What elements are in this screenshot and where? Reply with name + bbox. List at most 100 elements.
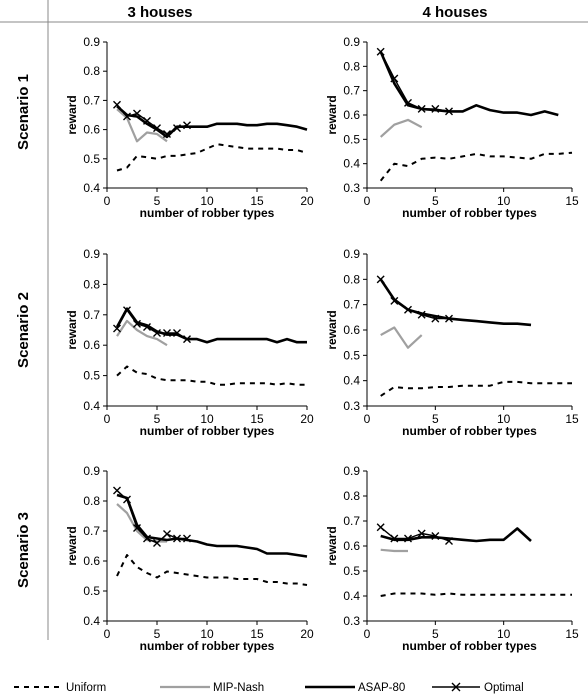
panel-r3-c2-x-tick-label-2: 10 <box>497 627 511 641</box>
panel-r2-c1-x-tick-label-0: 0 <box>104 412 111 426</box>
panel-r1-c2-y-tick-label-0: 0.3 <box>343 181 360 195</box>
panel-r2-c2-x-axis-label: number of robber types <box>402 424 537 438</box>
panel-r3-c1-series-mip-nash-line <box>116 503 167 543</box>
panel-r2-c1-series-optimal-marker-0 <box>113 324 121 333</box>
panel-r2-c2-y-tick-label-3: 0.6 <box>343 323 360 337</box>
panel-r2-c1-series-optimal-marker-6 <box>173 329 181 338</box>
panel-r3-c2-x-tick-label-3: 15 <box>565 627 579 641</box>
panel-r3-c2-series-optimal-marker-5 <box>445 537 453 545</box>
panel-r2-c1-series-optimal-marker-2 <box>133 319 141 328</box>
panel-r3-c2-x-tick-label-1: 5 <box>432 627 439 641</box>
panel-r1-c1: 0.4 0.5 0.6 0.7 0.8 0.9 0 5 10 15 20 number of robb… <box>65 35 314 220</box>
panel-r3-c2-series-optimal-marker-0 <box>376 523 385 532</box>
panel-r2-c1-x-tick-label-1: 5 <box>154 412 161 426</box>
panel-r3-c2-y-tick-label-1: 0.4 <box>343 589 360 603</box>
panel-r1-c2-y-tick-label-5: 0.8 <box>343 59 360 73</box>
panel-r3-c1-y-tick-label-3: 0.7 <box>83 524 100 538</box>
panel-r1-c2-series-optimal-line <box>380 51 450 113</box>
panel-r1-c1-series-mip-nash-line <box>116 108 168 143</box>
panel-r3-c1-series-optimal-marker-5 <box>163 530 171 538</box>
panel-r3-c1-x-tick-label-0: 0 <box>104 627 111 641</box>
panel-r2-c2-series-optimal-marker-2 <box>404 305 412 314</box>
panel-r2-c1-y-tick-label-0: 0.4 <box>83 399 100 413</box>
panel-r1-c1-series-optimal-marker-1 <box>123 112 131 121</box>
panel-r2-c1-series-mip-nash-line <box>116 319 168 347</box>
panel-r2-c2: 0.3 0.4 0.5 0.6 0.7 0.8 0.9 0 5 10 15 number of rob… <box>325 247 579 438</box>
panel-r3-c2-series-optimal-marker-1 <box>390 534 399 543</box>
panel-r2-c2-y-tick-label-6: 0.9 <box>343 247 360 261</box>
panel-r2-c2-series-optimal-marker-5 <box>445 314 453 323</box>
panel-r3-c1-y-tick-label-0: 0.4 <box>83 614 100 628</box>
panel-r3-c1-y-tick-label-5: 0.9 <box>83 464 100 478</box>
panel-r2-c1-x-tick-label-2: 10 <box>200 412 214 426</box>
panel-r2-c2-y-tick-label-5: 0.8 <box>343 272 360 286</box>
panel-r3-c2-series-mip-nash-line <box>380 548 408 553</box>
panel-r1-c1-y-tick-label-3: 0.7 <box>83 93 100 107</box>
panel-r3-c1-x-tick-label-4: 20 <box>300 627 314 641</box>
panel-r1-c1-x-tick-label-1: 5 <box>154 194 161 208</box>
panel-r2-c1-series-optimal-marker-5 <box>163 329 171 338</box>
panel-r1-c2-y-tick-label-3: 0.6 <box>343 108 360 122</box>
panel-r2-c2-y-axis-label: reward <box>325 310 339 349</box>
panel-r2-c2-x-tick-label-1: 5 <box>432 412 439 426</box>
panel-r1-c2-y-tick-label-1: 0.4 <box>343 157 360 171</box>
panel-r2-c2-x-tick-label-2: 10 <box>497 412 511 426</box>
panel-r1-c1-y-axis-label: reward <box>65 95 79 134</box>
panel-r2-c2-series-optimal-marker-1 <box>390 296 399 305</box>
panel-r1-c2-x-tick-label-2: 10 <box>497 194 511 208</box>
legend-item-asap-80: ASAP-80 <box>305 682 405 694</box>
panel-r2-c2-x-tick-label-0: 0 <box>364 412 371 426</box>
legend-label-optimal: Optimal <box>484 682 524 694</box>
panel-r2-c2-y-tick-label-1: 0.4 <box>343 374 360 388</box>
panel-r2-c1-y-tick-label-2: 0.6 <box>83 338 100 352</box>
panel-r3-c2-y-axis-label: reward <box>325 526 339 565</box>
panel-r3-c1-x-axis-label: number of robber types <box>140 639 275 653</box>
panel-r1-c2-y-tick-label-2: 0.5 <box>343 132 360 146</box>
panel-r3-c2-y-tick-label-0: 0.3 <box>343 614 360 628</box>
panel-r1-c1-series-asap-80-line <box>116 105 308 139</box>
panel-r2-c1-x-tick-label-4: 20 <box>300 412 314 426</box>
panel-r1-c1-series-uniform-line <box>116 143 308 172</box>
panel-r3-c2-series-uniform-line <box>380 592 572 597</box>
panel-r3-c2-y-tick-label-5: 0.8 <box>343 489 360 503</box>
panel-r2-c1-y-tick-label-4: 0.8 <box>83 277 100 291</box>
panel-r2-c1-y-axis-label: reward <box>65 310 79 349</box>
legend-item-optimal: Optimal <box>432 682 524 694</box>
panel-r3-c1-series-optimal-marker-7 <box>183 534 191 543</box>
panel-r1-c1-y-tick-label-1: 0.5 <box>83 152 100 166</box>
panel-r3-c1-series-optimal-marker-4 <box>153 539 161 547</box>
panel-r3-c2-y-tick-label-3: 0.6 <box>343 539 360 553</box>
panel-r1-c2-series-optimal-marker-5 <box>445 107 453 116</box>
panel-r1-c1-series-optimal-marker-5 <box>163 129 171 138</box>
panel-r1-c2-series-asap-80-line <box>379 51 559 117</box>
panel-r2-c1: 0.4 0.5 0.6 0.7 0.8 0.9 0 5 10 15 20 number of robb… <box>65 247 314 438</box>
column-title-3-houses: 3 houses <box>127 4 192 21</box>
panel-r2-c2-y-tick-label-4: 0.7 <box>343 298 360 312</box>
row-title-scenario-3: Scenario 3 <box>15 512 32 588</box>
panel-r2-c2-series-optimal-marker-0 <box>376 275 385 284</box>
panel-r3-c2-series-optimal-marker-4 <box>431 532 440 540</box>
panel-r1-c1-x-tick-label-3: 15 <box>250 194 264 208</box>
panel-r1-c2-x-tick-label-3: 15 <box>565 194 579 208</box>
row-title-scenario-2: Scenario 2 <box>15 292 32 368</box>
panel-r2-c2-series-mip-nash-line <box>380 326 423 349</box>
legend-label-uniform: Uniform <box>66 682 106 694</box>
panel-r1-c2-x-tick-label-0: 0 <box>364 194 371 208</box>
panel-r1-c2-series-optimal-marker-4 <box>431 104 440 113</box>
panel-r3-c2-y-tick-label-4: 0.7 <box>343 514 360 528</box>
panel-r3-c1-y-tick-label-4: 0.8 <box>83 494 100 508</box>
panel-r2-c1-y-tick-label-1: 0.5 <box>83 369 100 383</box>
panel-r2-c1-series-optimal-marker-7 <box>183 335 191 344</box>
panel-r1-c1-y-tick-label-0: 0.4 <box>83 181 100 195</box>
panel-r3-c1-series-optimal-marker-1 <box>123 495 131 504</box>
panel-r3-c1-x-tick-label-1: 5 <box>154 627 161 641</box>
panel-r2-c1-series-uniform-line <box>116 365 307 386</box>
panel-r2-c1-x-tick-label-3: 15 <box>250 412 264 426</box>
panel-r1-c2-x-axis-label: number of robber types <box>402 206 537 220</box>
panel-r1-c1-series-optimal-marker-3 <box>143 116 151 125</box>
panel-r1-c2-x-tick-label-1: 5 <box>432 194 439 208</box>
panel-r3-c2-x-axis-label: number of robber types <box>402 639 537 653</box>
panel-r3-c1-series-optimal-marker-3 <box>143 534 151 543</box>
legend-item-uniform: Uniform <box>14 682 106 694</box>
panel-r1-c2-y-axis-label: reward <box>325 95 339 134</box>
